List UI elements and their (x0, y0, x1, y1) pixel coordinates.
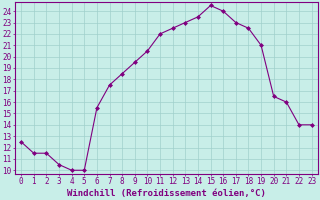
X-axis label: Windchill (Refroidissement éolien,°C): Windchill (Refroidissement éolien,°C) (67, 189, 266, 198)
